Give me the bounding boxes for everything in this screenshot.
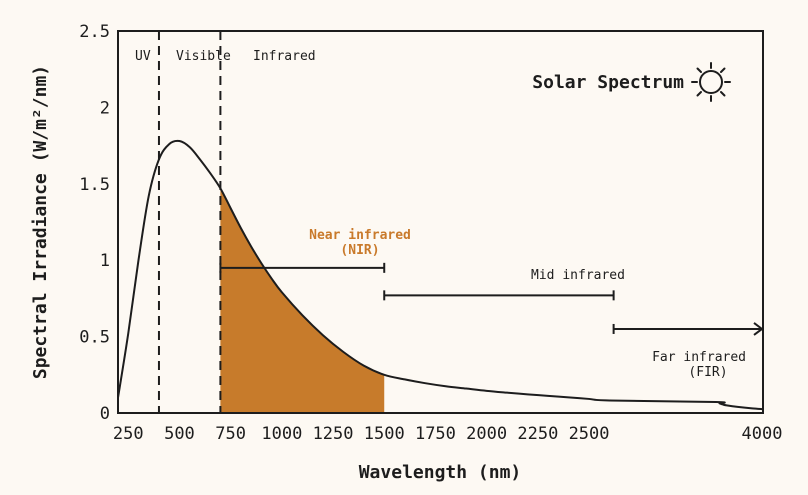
y-tick-1.5: 1.5	[79, 175, 110, 195]
x-tick-1750: 1750	[415, 424, 456, 444]
y-axis-title: Spectral Irradiance (W/m²/nm)	[30, 65, 51, 379]
mid-ir-label: Mid infrared	[531, 268, 625, 283]
x-axis-ticks: 250 500 750 1000 1250 1500 1750 2000 2250 2500 400…	[113, 424, 783, 444]
region-label-infrared: Infrared	[253, 49, 316, 64]
y-tick-1: 1	[100, 251, 110, 271]
x-tick-1250: 1250	[313, 424, 354, 444]
spectrum-line	[118, 139, 763, 411]
nir-label-line2: (NIR)	[340, 243, 379, 258]
x-tick-4000: 4000	[742, 424, 783, 444]
y-tick-0.5: 0.5	[79, 328, 110, 348]
x-tick-500: 500	[164, 424, 195, 444]
chart-title: Solar Spectrum	[532, 72, 684, 93]
x-tick-1000: 1000	[261, 424, 302, 444]
x-tick-1500: 1500	[364, 424, 405, 444]
spectrum-series	[118, 139, 763, 411]
y-axis-ticks: 0 0.5 1 1.5 2 2.5	[79, 22, 110, 424]
nir-label-line1: Near infrared	[309, 228, 411, 243]
y-tick-2: 2	[100, 98, 110, 118]
far-ir-label-line2: (FIR)	[688, 365, 727, 380]
x-tick-250: 250	[113, 424, 144, 444]
y-tick-0: 0	[100, 404, 110, 424]
region-label-uv: UV	[135, 49, 151, 64]
region-dividers	[157, 31, 222, 413]
nir-area	[220, 188, 385, 413]
region-label-visible: Visible	[176, 49, 231, 64]
far-ir-label-line1: Far infrared	[652, 350, 746, 365]
x-tick-2000: 2000	[466, 424, 507, 444]
nir-shaded-area	[220, 188, 385, 413]
plot-frame	[117, 30, 764, 414]
x-tick-750: 750	[215, 424, 246, 444]
y-tick-2.5: 2.5	[79, 22, 110, 42]
x-tick-2500: 2500	[569, 424, 610, 444]
x-tick-2250: 2250	[517, 424, 558, 444]
sun-icon	[691, 62, 731, 102]
x-axis-title: Wavelength (nm)	[359, 462, 522, 483]
